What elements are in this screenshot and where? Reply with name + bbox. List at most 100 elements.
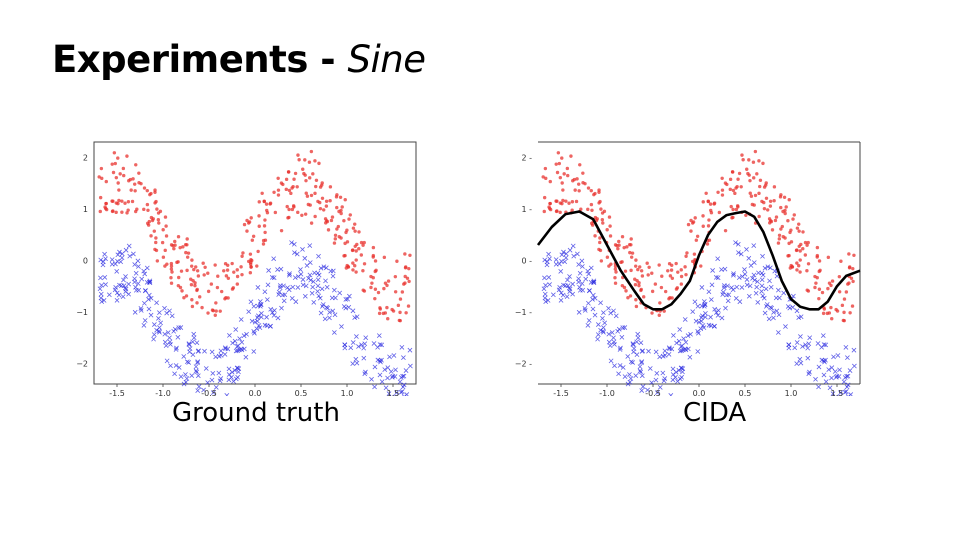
point-class-1 [826,255,831,260]
point-class-1 [304,178,308,183]
point-class-1 [296,210,300,215]
point-class-1 [634,264,638,268]
point-class-1 [830,279,835,283]
point-class-1 [153,201,157,205]
point-class-1 [120,210,124,214]
point-class-0 [321,264,327,270]
point-class-0 [184,359,190,365]
point-class-1 [745,167,749,171]
point-class-0 [542,275,547,281]
point-class-0 [255,318,260,324]
point-class-0 [324,284,330,290]
point-class-0 [300,282,306,288]
x-tick-label: 0.0 [693,389,706,396]
point-class-1 [408,253,412,257]
point-class-1 [821,311,826,316]
point-class-0 [725,298,731,304]
point-class-0 [210,370,216,376]
point-class-1 [125,211,129,215]
point-class-0 [318,310,324,316]
point-class-0 [226,366,232,372]
point-class-0 [851,363,857,369]
point-class-0 [847,368,853,373]
point-class-0 [733,240,738,246]
point-class-1 [562,172,566,176]
point-class-0 [276,292,282,297]
point-class-0 [553,257,559,262]
point-class-0 [310,284,316,290]
point-class-1 [371,245,376,250]
point-class-0 [136,264,141,269]
point-class-1 [706,224,711,228]
point-class-0 [830,391,836,396]
point-class-1 [149,191,153,196]
point-class-1 [104,179,108,184]
point-class-1 [111,170,116,175]
point-class-1 [133,209,138,214]
point-class-0 [184,376,190,381]
point-class-1 [333,233,338,238]
point-class-0 [226,377,232,383]
point-class-0 [832,369,838,374]
point-class-0 [397,379,403,385]
point-class-1 [149,234,153,238]
point-class-0 [613,313,619,319]
point-class-0 [329,295,335,301]
point-class-1 [285,204,289,209]
point-class-0 [183,372,188,377]
point-class-0 [680,366,686,372]
point-class-1 [577,182,581,186]
point-class-1 [768,204,773,208]
point-class-0 [676,338,682,344]
point-class-0 [816,384,821,390]
point-class-1 [328,199,332,203]
point-class-1 [693,216,697,220]
point-class-0 [803,342,808,348]
point-class-0 [546,251,551,257]
point-class-0 [821,372,827,378]
point-class-1 [309,193,314,198]
point-class-0 [230,340,235,346]
point-class-1 [791,217,795,221]
y-tick-label: 0 [83,256,88,265]
point-class-1 [314,184,318,189]
point-class-0 [654,390,660,396]
point-class-0 [264,323,270,328]
point-class-0 [724,292,729,298]
point-class-1 [620,234,625,239]
point-class-0 [290,284,296,290]
point-class-1 [396,303,401,308]
point-class-0 [838,390,843,396]
point-class-1 [354,258,358,262]
y-tick-label: −2 - [515,359,532,368]
point-class-0 [347,293,352,299]
point-class-1 [185,237,189,241]
point-class-0 [627,379,633,385]
point-class-0 [401,355,406,361]
point-class-1 [781,209,785,214]
point-class-1 [762,206,767,211]
series-class-1 [541,149,856,323]
point-class-1 [581,171,585,175]
point-class-1 [206,271,210,275]
point-class-0 [708,314,713,320]
point-class-0 [640,384,646,389]
point-class-0 [695,329,701,334]
point-class-0 [289,240,294,246]
point-class-0 [246,309,252,315]
point-class-1 [126,208,130,212]
series-class-1 [97,149,412,323]
point-class-1 [398,310,402,315]
x-tick-label: 0.0 [249,389,262,396]
ground-truth-caption: Ground truth [172,398,340,428]
point-class-0 [361,345,367,351]
point-class-1 [659,285,664,290]
point-class-1 [589,202,594,207]
point-class-1 [248,252,253,256]
point-class-1 [784,205,788,209]
point-class-1 [235,282,240,286]
point-class-1 [593,234,597,238]
title-separator: - [320,38,336,81]
point-class-1 [357,247,361,251]
point-class-1 [752,176,756,180]
